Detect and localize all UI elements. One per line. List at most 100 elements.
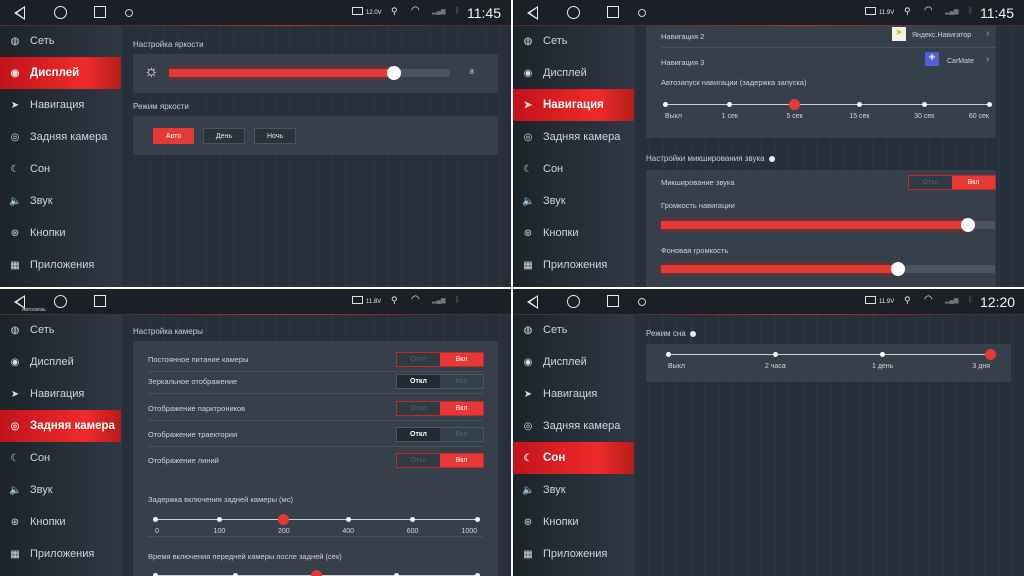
sidebar-item[interactable]: ◎ Задняя камера	[513, 410, 634, 442]
recent-apps-icon[interactable]	[94, 6, 106, 18]
slider-stop[interactable]	[665, 352, 671, 357]
slider-stop[interactable]	[727, 102, 733, 107]
sidebar-item[interactable]: ➤ Навигация	[513, 378, 634, 410]
sidebar-item[interactable]: ☾ Сон	[513, 442, 634, 474]
sidebar-item[interactable]: 🔈 Звук	[0, 474, 121, 506]
sidebar-item[interactable]: ◍ Сеть	[0, 25, 121, 57]
sidebar-item[interactable]: ☾ Сон	[513, 153, 634, 185]
toggle-on[interactable]: Вкл	[952, 176, 995, 189]
sidebar-item[interactable]: ▦ Приложения	[0, 249, 121, 281]
slider-stop[interactable]	[233, 573, 238, 576]
slider-stop[interactable]	[345, 517, 351, 522]
brightness-slider[interactable]	[169, 66, 450, 80]
recent-apps-icon[interactable]	[94, 295, 106, 307]
sidebar-item[interactable]: ⊛ Кнопки	[513, 506, 634, 538]
slider-stop[interactable]	[474, 517, 480, 522]
mode-night-button[interactable]: Ночь	[254, 128, 296, 144]
sidebar-item[interactable]: ◉ Дисплей	[513, 57, 634, 89]
slider-stop[interactable]	[772, 352, 778, 357]
sidebar-item[interactable]: ◍ Сеть	[513, 25, 634, 57]
sidebar-item[interactable]: ▦ Приложения	[513, 538, 634, 570]
rear-delay-slider[interactable]: 0 100 200 400 600 1000	[152, 514, 480, 535]
nav2-app[interactable]: Яндекс.Навигатор	[912, 32, 972, 39]
autostart-delay-slider[interactable]: Выкл 1 сек 5 сек 15 сек 30 сек 60 сек	[662, 99, 992, 120]
back-icon[interactable]	[14, 6, 25, 20]
home-icon[interactable]	[567, 295, 580, 308]
sidebar-item[interactable]: ⊛ Кнопки	[0, 217, 121, 249]
nav3-app[interactable]: CarMate	[947, 58, 974, 65]
back-icon[interactable]	[527, 295, 538, 309]
sidebar-item[interactable]: ◍ Сеть	[513, 314, 634, 346]
toggle-off[interactable]: Откл	[397, 454, 440, 467]
sidebar-item[interactable]: ◎ Задняя камера	[0, 121, 121, 153]
mixing-toggle[interactable]: Откл Вкл	[908, 175, 996, 190]
slider-stop[interactable]	[880, 352, 886, 357]
camera-toggle[interactable]: Откл Вкл	[396, 352, 484, 367]
sleep-slider[interactable]: Выкл 2 часа 1 день 3 дня	[665, 349, 996, 370]
toggle-off[interactable]: Откл	[397, 402, 440, 415]
sidebar-item[interactable]: ➤ Навигация	[513, 89, 634, 121]
slider-stop[interactable]	[216, 517, 222, 522]
slider-stop[interactable]	[152, 573, 158, 576]
mode-day-button[interactable]: День	[203, 128, 245, 144]
home-icon[interactable]	[54, 6, 67, 19]
slider-stop[interactable]	[310, 570, 322, 576]
slider-stop[interactable]	[662, 102, 668, 107]
toggle-on[interactable]: Вкл	[440, 353, 483, 366]
sidebar-item[interactable]: 🔈 Звук	[0, 185, 121, 217]
sidebar-item[interactable]: ◎ Задняя камера	[0, 410, 121, 442]
camera-toggle[interactable]: Откл Вкл	[396, 453, 484, 468]
slider-knob[interactable]	[386, 66, 401, 80]
chevron-right-icon[interactable]: ›	[986, 28, 990, 39]
sidebar-item[interactable]: ◉ Дисплей	[513, 346, 634, 378]
slider-stop[interactable]	[921, 102, 927, 107]
mode-auto-button[interactable]: Авто	[153, 128, 194, 144]
sidebar-item[interactable]: ☾ Сон	[0, 153, 121, 185]
recent-apps-icon[interactable]	[607, 295, 619, 307]
sidebar-item[interactable]: ▦ Приложения	[0, 538, 121, 570]
back-icon[interactable]	[527, 6, 538, 20]
sidebar-item[interactable]: ▦ Приложения	[513, 249, 634, 281]
sidebar-item[interactable]: ◎ Задняя камера	[513, 121, 634, 153]
sidebar-item[interactable]: ➤ Навигация	[0, 89, 121, 121]
toggle-off[interactable]: Откл	[397, 353, 440, 366]
sidebar-item[interactable]: ◉ Дисплей	[0, 346, 121, 378]
sidebar-item[interactable]: ◍ Сеть	[0, 314, 121, 346]
bg-volume-slider[interactable]	[661, 262, 995, 276]
slider-knob[interactable]	[961, 218, 976, 232]
info-icon[interactable]	[689, 330, 696, 337]
sidebar-item[interactable]: ⊛ Кнопки	[0, 506, 121, 538]
toggle-on[interactable]: Вкл	[440, 428, 483, 441]
slider-stop[interactable]	[474, 573, 480, 576]
camera-toggle[interactable]: Откл Вкл	[396, 427, 484, 442]
slider-stop[interactable]	[986, 102, 992, 107]
slider-stop[interactable]	[394, 573, 399, 576]
toggle-off[interactable]: Откл	[397, 428, 440, 441]
home-icon[interactable]	[567, 6, 580, 19]
sidebar-item[interactable]: 🔈 Звук	[513, 185, 634, 217]
slider-stop[interactable]	[278, 514, 290, 525]
toggle-off[interactable]: Откл	[397, 375, 440, 388]
back-icon[interactable]	[14, 295, 25, 309]
toggle-on[interactable]: Вкл	[440, 375, 483, 388]
camera-toggle[interactable]: Откл Вкл	[396, 374, 484, 389]
slider-stop[interactable]	[789, 99, 801, 110]
toggle-off[interactable]: Откл	[909, 176, 952, 189]
home-icon[interactable]	[54, 295, 67, 308]
sidebar-item[interactable]: ⊛ Кнопки	[513, 217, 634, 249]
toggle-on[interactable]: Вкл	[440, 454, 483, 467]
chevron-right-icon[interactable]: ›	[986, 54, 990, 65]
slider-stop[interactable]	[856, 102, 862, 107]
nav-volume-slider[interactable]	[661, 218, 995, 232]
sidebar-item[interactable]: 🔈 Звук	[513, 474, 634, 506]
sidebar-item[interactable]: ➤ Навигация	[0, 378, 121, 410]
slider-stop[interactable]	[410, 517, 416, 522]
recent-apps-icon[interactable]	[607, 6, 619, 18]
camera-toggle[interactable]: Откл Вкл	[396, 401, 484, 416]
info-icon[interactable]	[768, 155, 775, 162]
sidebar-item[interactable]: ☾ Сон	[0, 442, 121, 474]
sidebar-item[interactable]: ◉ Дисплей	[0, 57, 121, 89]
slider-stop[interactable]	[152, 517, 158, 522]
slider-knob[interactable]	[891, 262, 906, 276]
toggle-on[interactable]: Вкл	[440, 402, 483, 415]
